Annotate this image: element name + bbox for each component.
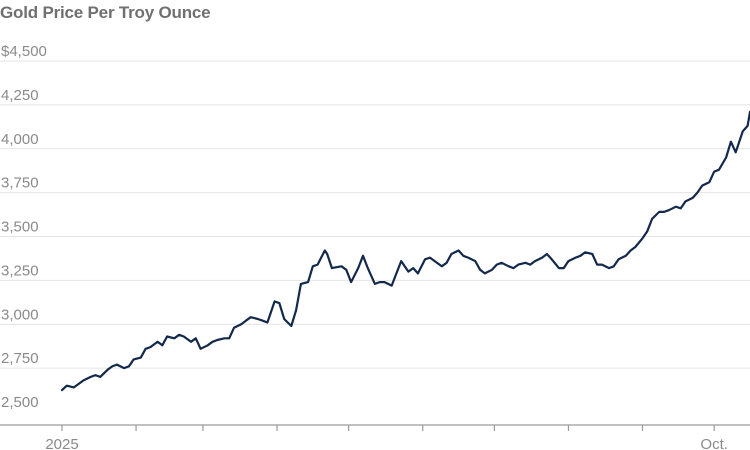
y-tick-label: 2,750 — [1, 350, 39, 367]
x-tick-label: 2025 — [45, 436, 78, 450]
y-tick-label: 2,500 — [1, 394, 39, 411]
x-tick-label: Oct. — [700, 436, 728, 450]
x-axis-ticks: 2025 Oct. — [45, 425, 728, 450]
y-tick-label: 3,750 — [1, 175, 39, 192]
y-tick-label: 4,250 — [1, 87, 39, 104]
y-tick-label: 3,250 — [1, 262, 39, 279]
y-tick-label: 3,000 — [1, 306, 39, 323]
y-tick-label: 4,000 — [1, 131, 39, 148]
y-tick-label: 3,500 — [1, 219, 39, 236]
chart-title: Gold Price Per Troy Ounce — [0, 3, 211, 22]
grid-lines — [0, 60, 750, 369]
y-tick-label: $4,500 — [1, 43, 47, 60]
y-axis-ticks: $4,500 4,250 4,000 3,750 3,500 3,250 3,000 2,75… — [1, 43, 47, 411]
gold-price-line — [60, 110, 750, 392]
